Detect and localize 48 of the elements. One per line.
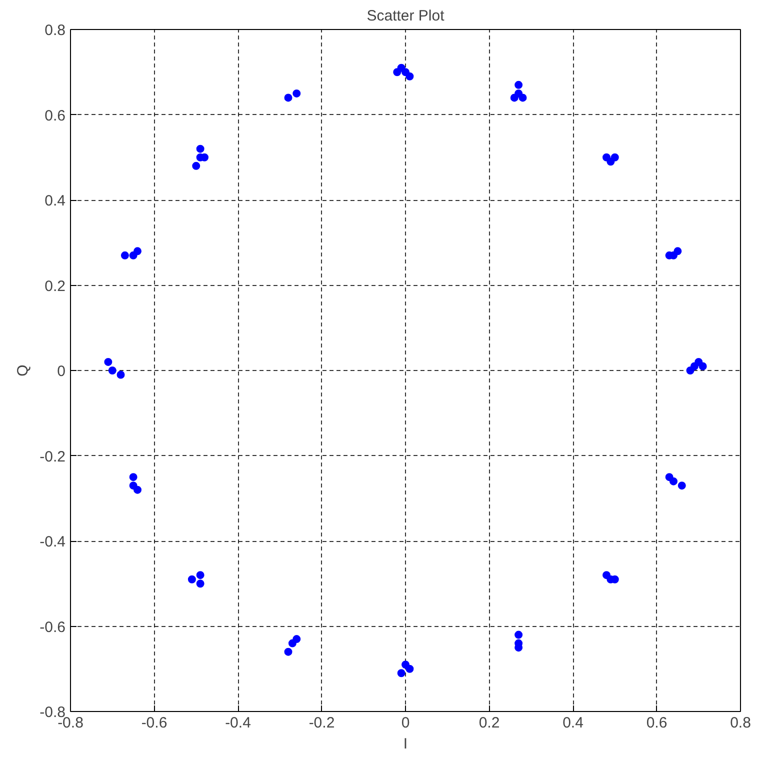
y-axis-title: Q	[14, 364, 32, 376]
point	[104, 358, 112, 366]
point	[514, 80, 523, 89]
point	[284, 648, 292, 656]
point	[678, 482, 686, 490]
point	[196, 580, 204, 588]
point	[518, 94, 527, 102]
y-tick-label: -0.2	[40, 448, 66, 466]
point	[514, 630, 523, 639]
y-tick-label: 0	[57, 363, 66, 380]
point	[134, 486, 142, 494]
point	[292, 89, 301, 98]
point	[192, 162, 200, 170]
x-tick-label: -0.2	[308, 714, 335, 732]
x-tick-label: -0.6	[141, 714, 168, 732]
chart-title: Scatter Plot	[366, 8, 446, 24]
point	[397, 669, 406, 678]
y-tick-label: 0.6	[44, 107, 66, 124]
point	[674, 247, 682, 256]
point	[120, 251, 129, 260]
point	[188, 575, 196, 584]
y-tick-label: 0.2	[44, 278, 66, 295]
point	[406, 72, 414, 80]
y-tick-label: -0.4	[40, 534, 66, 550]
point	[129, 473, 138, 482]
point	[610, 153, 619, 162]
point	[108, 366, 116, 374]
y-tick-label: 0.4	[44, 192, 66, 210]
x-tick-label: 0.2	[478, 714, 500, 732]
x-tick-label: 0	[401, 714, 410, 732]
x-axis-title: I	[403, 736, 408, 752]
point	[134, 247, 142, 256]
y-tick-label: 0.8	[44, 22, 66, 39]
x-tick-label: 0.8	[730, 714, 751, 732]
point	[510, 94, 518, 102]
point	[406, 664, 414, 673]
point	[670, 477, 678, 486]
point	[292, 635, 301, 644]
point	[393, 68, 402, 76]
x-tick-label: -0.4	[225, 714, 251, 732]
point	[116, 370, 125, 379]
point	[196, 571, 204, 580]
point	[196, 144, 204, 153]
point	[284, 94, 292, 102]
y-tick-label: -0.6	[40, 618, 66, 636]
point	[698, 362, 707, 370]
x-tick-label: 0.4	[562, 714, 584, 732]
x-tick-label: 0.6	[646, 714, 668, 732]
